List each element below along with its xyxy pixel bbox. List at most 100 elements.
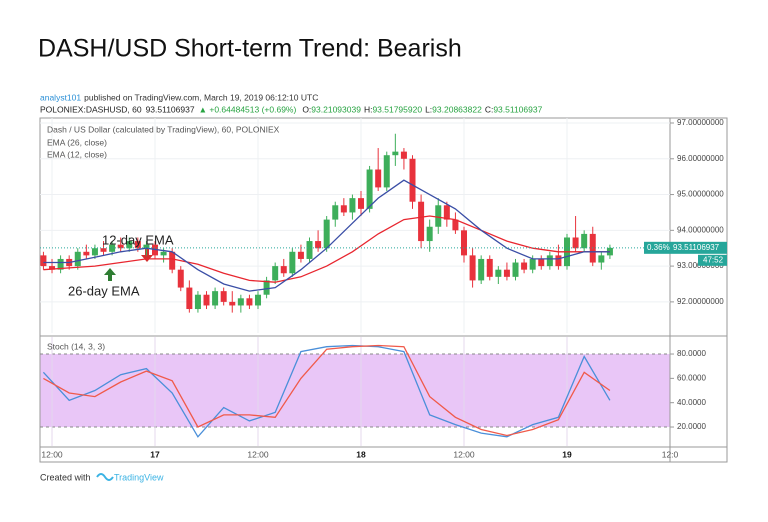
candle-body [503, 269, 510, 277]
author: analyst101 [40, 92, 81, 102]
y-tick-label: 60.0000 [677, 373, 706, 382]
candle-body [521, 262, 528, 270]
ohlc-value: 93.51106937 [493, 104, 542, 114]
legend-stoch: Stoch (14, 3, 3) [47, 341, 105, 351]
candle-body [349, 198, 356, 213]
candle-body [443, 205, 450, 220]
candle-body [426, 226, 433, 242]
change-box [644, 241, 670, 254]
x-tick-label: 12:0 [662, 449, 679, 459]
change: ▲ +0.64484513 (+0.69%) [199, 104, 297, 114]
chart-title: DASH/USD Short-term Trend: Bearish [38, 35, 462, 63]
ohlc-value: 93.21093039 [311, 104, 361, 114]
candle-body [340, 205, 347, 213]
candle-body [237, 298, 244, 306]
ohlc-label: H: [364, 104, 373, 114]
symbol: POLONIEX:DASHUSD, 60 [40, 104, 142, 114]
candle-body [538, 258, 545, 267]
candle-body [194, 294, 201, 310]
candle-body [581, 233, 588, 249]
y-tick-label: 95.00000000 [677, 190, 724, 199]
candle-body [469, 255, 476, 281]
y-tick-label: 20.0000 [677, 422, 706, 431]
legend-symbol: Dash / US Dollar (calculated by TradingV… [47, 124, 280, 134]
price-box [670, 241, 727, 254]
candle-body [49, 266, 56, 270]
candle-body [91, 248, 98, 256]
candle-body [203, 294, 210, 306]
candle-body [332, 205, 339, 220]
candle-body [375, 169, 382, 188]
stoch-line [43, 344, 611, 437]
candle-body [143, 244, 150, 249]
candle-body [315, 241, 322, 249]
x-tick-label: 18 [356, 449, 366, 459]
candle-body [486, 258, 493, 277]
candle-body [160, 251, 167, 256]
candle-body [212, 291, 219, 306]
candle-body [289, 251, 296, 274]
candle-body [529, 258, 536, 270]
x-tick-label: 12:00 [453, 449, 475, 459]
x-tick-label: 12:00 [41, 449, 63, 459]
annotation: 12-day EMA [102, 232, 174, 247]
candle-body [40, 255, 47, 267]
stoch-line [42, 344, 611, 438]
candle-body [117, 244, 124, 249]
price-label: 93.51106937 [673, 243, 720, 252]
annotation: 26-day EMA [68, 283, 140, 298]
candle-body [134, 241, 141, 249]
candle-body [435, 205, 442, 227]
candle-body [169, 251, 176, 270]
y-tick-label: 92.00000000 [677, 297, 724, 306]
candle-body [246, 298, 253, 306]
candle-body [100, 248, 107, 252]
y-tick-label: 97.00000000 [677, 118, 724, 127]
candle-body [598, 255, 605, 263]
candle-body [478, 258, 485, 281]
candle-body [57, 258, 64, 270]
candle-body [323, 219, 330, 249]
up-arrow [104, 268, 116, 281]
candle-body [409, 158, 416, 202]
candle-body [383, 155, 390, 188]
stoch-band [40, 354, 670, 428]
ohlc-value: 93.20863822 [432, 104, 482, 114]
countdown-label: 47:52 [703, 255, 724, 264]
ohlc-value: 93.51795920 [372, 104, 422, 114]
y-tick-label: 94.00000000 [677, 225, 724, 234]
published: published on TradingView.com, March 19, … [84, 92, 318, 102]
candle-body [272, 266, 279, 281]
last-price: 93.51106937 [146, 104, 195, 114]
y-tick-label: 96.00000000 [677, 154, 724, 163]
candle-body [74, 251, 81, 267]
candle-body [126, 241, 133, 249]
footer-brand: TradingView [114, 472, 164, 482]
y-tick-label: 40.0000 [677, 398, 706, 407]
x-tick-label: 12:00 [247, 449, 269, 459]
x-tick-label: 17 [150, 449, 160, 459]
candle-body [546, 255, 553, 267]
candle-body [555, 255, 562, 267]
candle-body [186, 287, 193, 310]
ema-line [43, 179, 610, 292]
legend-entry: EMA (26, close) [47, 137, 107, 147]
candle-body [220, 291, 227, 302]
ohlc-label: L: [425, 104, 432, 114]
down-arrow [141, 249, 153, 262]
legend-entry: EMA (12, close) [47, 149, 107, 159]
ohlc-label: O: [302, 104, 311, 114]
brand-logo [96, 473, 114, 481]
candle-body [83, 251, 90, 256]
candle-body [461, 230, 468, 256]
y-tick-label: 80.0000 [677, 349, 706, 358]
candle-body [358, 198, 365, 209]
candle-body [263, 280, 270, 295]
candle-body [306, 241, 313, 259]
candle-body [495, 269, 502, 277]
ema-line [43, 215, 610, 283]
candle-body [255, 294, 262, 306]
candle-body [280, 266, 287, 274]
